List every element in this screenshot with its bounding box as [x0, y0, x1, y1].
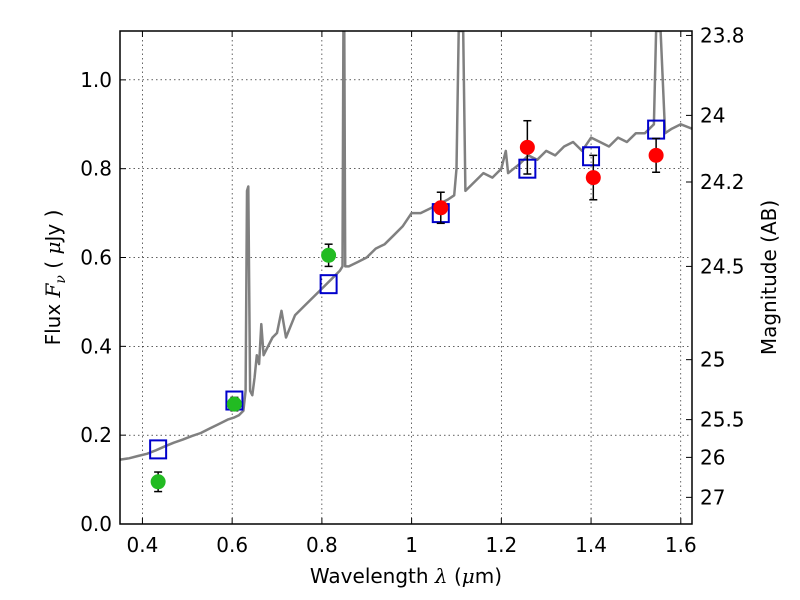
model-flux-marker	[149, 439, 168, 460]
right-axis-label: Magnitude (AB)	[757, 200, 781, 355]
x-tick-label: 1.4	[575, 533, 607, 557]
observed-flux-point	[519, 139, 535, 155]
spectrum-line	[120, 31, 692, 461]
x-tick-label: 0.6	[216, 533, 248, 557]
x-tick-label: 1.6	[665, 533, 697, 557]
right-tick-label: 27	[700, 485, 725, 509]
right-tick-label: 26	[700, 445, 725, 469]
y-tick-label: 0.4	[80, 334, 112, 358]
right-tick-label: 24.2	[700, 170, 745, 194]
observed-flux-point	[585, 170, 601, 186]
observed-flux-point	[433, 200, 449, 216]
model-flux-marker	[582, 146, 601, 167]
y-tick-label: 0.0	[80, 512, 112, 536]
x-tick-label: 0.4	[127, 533, 159, 557]
model-flux-marker	[319, 274, 338, 295]
plot-data	[120, 31, 692, 493]
observed-flux-point	[321, 247, 337, 263]
x-tick-label: 1.2	[485, 533, 517, 557]
y-tick-label: 0.8	[80, 157, 112, 181]
right-tick-label: 25.5	[700, 408, 745, 432]
y-tick-label: 0.2	[80, 423, 112, 447]
right-tick-label: 23.8	[700, 23, 745, 47]
plot-frame	[119, 30, 693, 525]
y-tick-label: 1.0	[80, 68, 112, 92]
right-tick-label: 24	[700, 103, 725, 127]
x-tick-label: 1	[405, 533, 418, 557]
ticks: 0.4 0.6 0.8 1 1.2 1.4 1.6 0.0 0.2 0.4 0.6 0.8 1.0 23.…	[80, 23, 744, 557]
right-tick-label: 25	[700, 348, 725, 372]
observed-flux-point	[226, 396, 242, 412]
right-tick-label: 24.5	[700, 254, 745, 278]
x-tick-label: 0.8	[306, 533, 338, 557]
model-flux-marker	[647, 119, 666, 140]
y-axis-label: Flux Fν ( μJy )	[41, 210, 69, 346]
observed-flux-point	[648, 147, 664, 163]
grid	[120, 31, 692, 525]
x-axis-label: Wavelength λ (μm)	[310, 564, 502, 588]
observed-flux-point	[150, 474, 166, 490]
y-tick-label: 0.6	[80, 246, 112, 270]
